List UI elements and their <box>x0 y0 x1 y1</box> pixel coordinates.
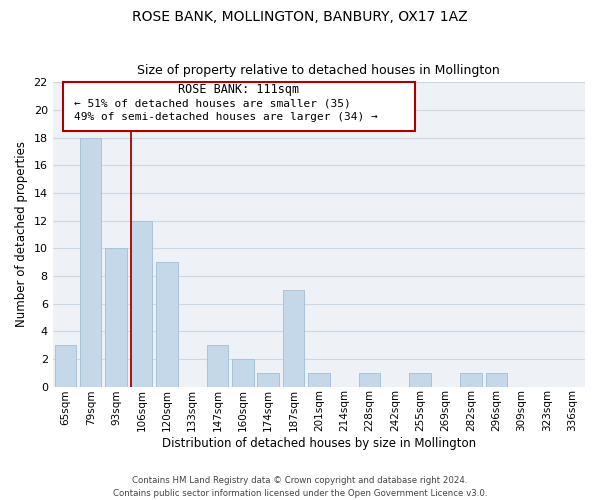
Bar <box>80 138 101 386</box>
Bar <box>105 248 127 386</box>
Text: 49% of semi-detached houses are larger (34) →: 49% of semi-detached houses are larger (… <box>74 112 378 122</box>
Bar <box>206 345 228 387</box>
FancyBboxPatch shape <box>64 82 415 130</box>
Text: Contains HM Land Registry data © Crown copyright and database right 2024.
Contai: Contains HM Land Registry data © Crown c… <box>113 476 487 498</box>
Bar <box>283 290 304 386</box>
X-axis label: Distribution of detached houses by size in Mollington: Distribution of detached houses by size … <box>162 437 476 450</box>
Bar <box>359 372 380 386</box>
Text: ROSE BANK, MOLLINGTON, BANBURY, OX17 1AZ: ROSE BANK, MOLLINGTON, BANBURY, OX17 1AZ <box>132 10 468 24</box>
Bar <box>257 372 279 386</box>
Bar <box>460 372 482 386</box>
Y-axis label: Number of detached properties: Number of detached properties <box>15 142 28 328</box>
Text: ROSE BANK: 111sqm: ROSE BANK: 111sqm <box>178 82 299 96</box>
Bar <box>485 372 507 386</box>
Bar <box>232 359 254 386</box>
Bar <box>55 345 76 387</box>
Text: ← 51% of detached houses are smaller (35): ← 51% of detached houses are smaller (35… <box>74 98 351 108</box>
Title: Size of property relative to detached houses in Mollington: Size of property relative to detached ho… <box>137 64 500 77</box>
Bar <box>131 220 152 386</box>
Bar <box>308 372 329 386</box>
Bar <box>409 372 431 386</box>
Bar <box>156 262 178 386</box>
